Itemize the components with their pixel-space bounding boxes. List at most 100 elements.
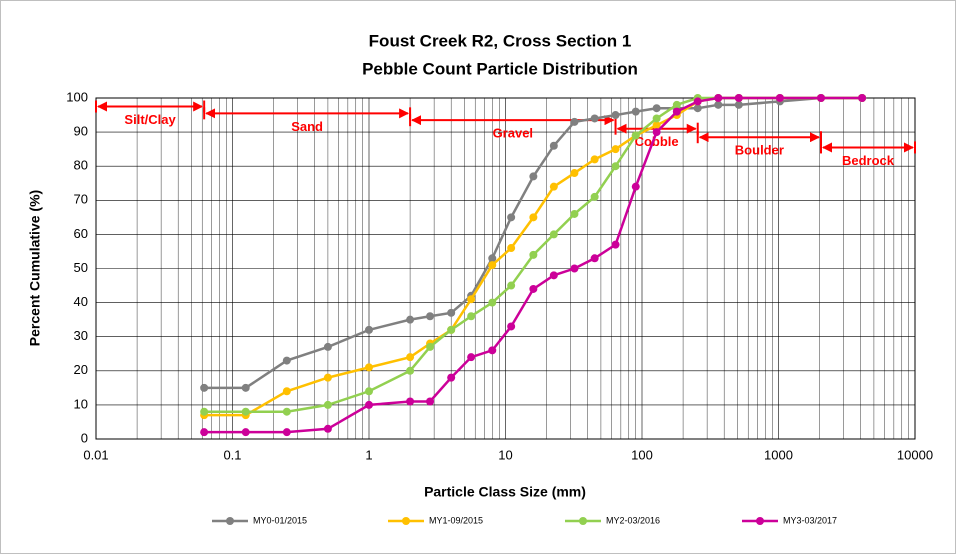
data-point	[488, 346, 497, 355]
data-point	[570, 264, 579, 273]
data-point	[611, 162, 620, 171]
y-tick-label: 60	[74, 226, 88, 241]
legend-marker	[756, 517, 764, 525]
legend-label: MY0-01/2015	[253, 515, 307, 525]
data-point	[488, 261, 497, 270]
data-point	[323, 342, 332, 351]
data-point	[652, 128, 661, 137]
data-point	[714, 94, 723, 102]
data-point	[426, 397, 435, 406]
data-point	[590, 155, 599, 164]
data-point	[590, 192, 599, 201]
annotation-label: Silt/Clay	[124, 112, 176, 127]
chart-title: Foust Creek R2, Cross Section 1	[369, 31, 632, 50]
data-point	[507, 322, 516, 331]
data-point	[611, 240, 620, 249]
data-point	[200, 407, 209, 416]
data-point	[570, 117, 579, 126]
annotation-label: Gravel	[493, 126, 533, 141]
y-tick-label: 70	[74, 192, 88, 207]
legend-marker	[226, 517, 234, 525]
y-tick-label: 100	[66, 89, 88, 104]
legend-marker	[579, 517, 587, 525]
data-point	[507, 281, 516, 290]
legend-label: MY1-09/2015	[429, 515, 483, 525]
data-point	[282, 407, 291, 416]
data-point	[858, 94, 867, 102]
x-tick-label: 10000	[897, 447, 933, 462]
data-point	[323, 400, 332, 409]
data-point	[734, 94, 743, 102]
data-point	[365, 325, 373, 334]
annotation-label: Cobble	[635, 134, 679, 149]
annotation-label: Boulder	[735, 143, 784, 158]
x-tick-label: 0.1	[223, 447, 241, 462]
data-point	[549, 182, 558, 191]
data-point	[816, 94, 825, 102]
data-point	[631, 182, 640, 191]
data-point	[406, 315, 415, 324]
data-point	[507, 244, 516, 253]
y-tick-label: 80	[74, 158, 88, 173]
y-tick-label: 10	[74, 396, 88, 411]
data-point	[529, 172, 538, 181]
x-tick-label: 100	[631, 447, 653, 462]
data-point	[652, 104, 661, 113]
data-point	[529, 250, 538, 259]
y-axis-title: Percent Cumulative (%)	[27, 190, 43, 346]
data-point	[200, 428, 209, 437]
data-point	[570, 209, 579, 218]
data-point	[734, 100, 743, 109]
data-point	[652, 114, 661, 123]
data-point	[447, 308, 456, 317]
data-point	[426, 342, 435, 351]
data-point	[570, 169, 579, 178]
data-point	[549, 271, 558, 280]
data-point	[467, 312, 476, 321]
data-point	[241, 428, 250, 437]
x-tick-label: 10	[498, 447, 512, 462]
data-point	[282, 428, 291, 437]
data-point	[549, 230, 558, 239]
data-point	[611, 111, 620, 120]
legend-label: MY3-03/2017	[783, 515, 837, 525]
legend-label: MY2-03/2016	[606, 515, 660, 525]
data-point	[282, 387, 291, 396]
data-point	[693, 97, 702, 106]
x-tick-label: 1	[365, 447, 372, 462]
data-point	[590, 254, 599, 263]
y-tick-label: 20	[74, 362, 88, 377]
x-tick-label: 1000	[764, 447, 793, 462]
data-point	[549, 141, 558, 150]
data-point	[775, 94, 784, 102]
y-tick-label: 90	[74, 124, 88, 139]
data-point	[488, 298, 497, 307]
data-point	[488, 254, 497, 263]
data-point	[447, 325, 456, 334]
data-point	[426, 312, 435, 321]
data-point	[672, 100, 681, 109]
data-point	[406, 366, 415, 375]
annotation-label: Bedrock	[842, 153, 895, 168]
y-tick-label: 30	[74, 328, 88, 343]
y-tick-label: 40	[74, 294, 88, 309]
data-point	[323, 424, 332, 433]
data-point	[507, 213, 516, 222]
legend-marker	[402, 517, 410, 525]
x-tick-label: 0.01	[83, 447, 108, 462]
data-point	[631, 107, 640, 116]
y-tick-label: 50	[74, 260, 88, 275]
data-point	[652, 121, 661, 130]
data-point	[467, 295, 476, 304]
data-point	[714, 100, 723, 109]
data-point	[631, 131, 640, 140]
data-point	[529, 284, 538, 293]
data-point	[365, 387, 373, 396]
annotation-label: Sand	[291, 119, 323, 134]
data-point	[529, 213, 538, 222]
data-point	[365, 400, 373, 409]
data-point	[693, 104, 702, 113]
data-point	[406, 397, 415, 406]
data-point	[611, 145, 620, 154]
